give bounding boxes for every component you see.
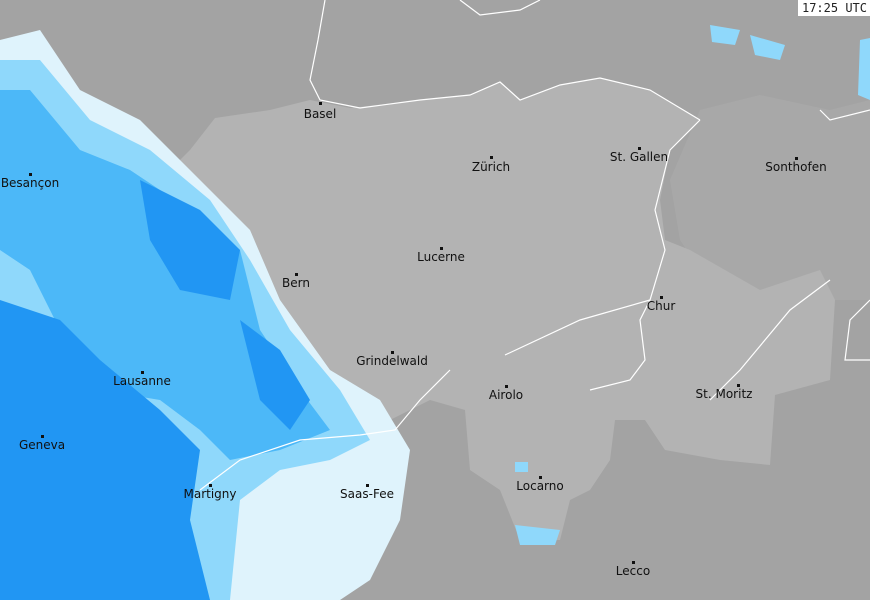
- city-dot: [391, 351, 394, 354]
- city-basel[interactable]: Basel: [303, 107, 337, 121]
- city-martigny[interactable]: Martigny: [183, 487, 237, 501]
- radar-ticino: [515, 462, 560, 545]
- city-chur[interactable]: Chur: [646, 299, 676, 313]
- city-lausanne[interactable]: Lausanne: [113, 374, 171, 388]
- city-sonthofen[interactable]: Sonthofen: [765, 160, 827, 174]
- city-grindelwald[interactable]: Grindelwald: [356, 354, 428, 368]
- radar-heavy-east: [240, 320, 310, 430]
- city-zurich[interactable]: Zürich: [471, 160, 511, 174]
- city-dot: [41, 435, 44, 438]
- city-dot: [660, 296, 663, 299]
- city-st-gallen[interactable]: St. Gallen: [609, 150, 669, 164]
- radar-northeast: [710, 25, 870, 100]
- city-dot: [440, 247, 443, 250]
- city-dot: [490, 156, 493, 159]
- city-dot: [795, 157, 798, 160]
- city-airolo[interactable]: Airolo: [488, 388, 524, 402]
- city-dot: [505, 385, 508, 388]
- city-lecco[interactable]: Lecco: [615, 564, 651, 578]
- radar-medium: [0, 90, 330, 460]
- city-dot: [29, 173, 32, 176]
- city-dot: [295, 273, 298, 276]
- city-saas-fee[interactable]: Saas-Fee: [340, 487, 394, 501]
- borders: [199, 0, 870, 491]
- radar-heavy: [0, 300, 210, 600]
- city-lucerne[interactable]: Lucerne: [417, 250, 465, 264]
- city-dot: [539, 476, 542, 479]
- city-locarno[interactable]: Locarno: [516, 479, 564, 493]
- city-geneva[interactable]: Geneva: [18, 438, 66, 452]
- city-dot: [638, 147, 641, 150]
- radar-heavy-north: [140, 180, 240, 300]
- timestamp-label: 17:25 UTC: [797, 0, 870, 16]
- city-dot: [141, 371, 144, 374]
- city-dot: [632, 561, 635, 564]
- city-besancon[interactable]: Besançon: [0, 176, 60, 190]
- city-dot: [209, 484, 212, 487]
- austria-region: [670, 95, 870, 300]
- city-bern[interactable]: Bern: [282, 276, 310, 290]
- city-dot: [319, 102, 322, 105]
- city-dot: [737, 384, 740, 387]
- city-dot: [366, 484, 369, 487]
- city-st-moritz[interactable]: St. Moritz: [695, 387, 753, 401]
